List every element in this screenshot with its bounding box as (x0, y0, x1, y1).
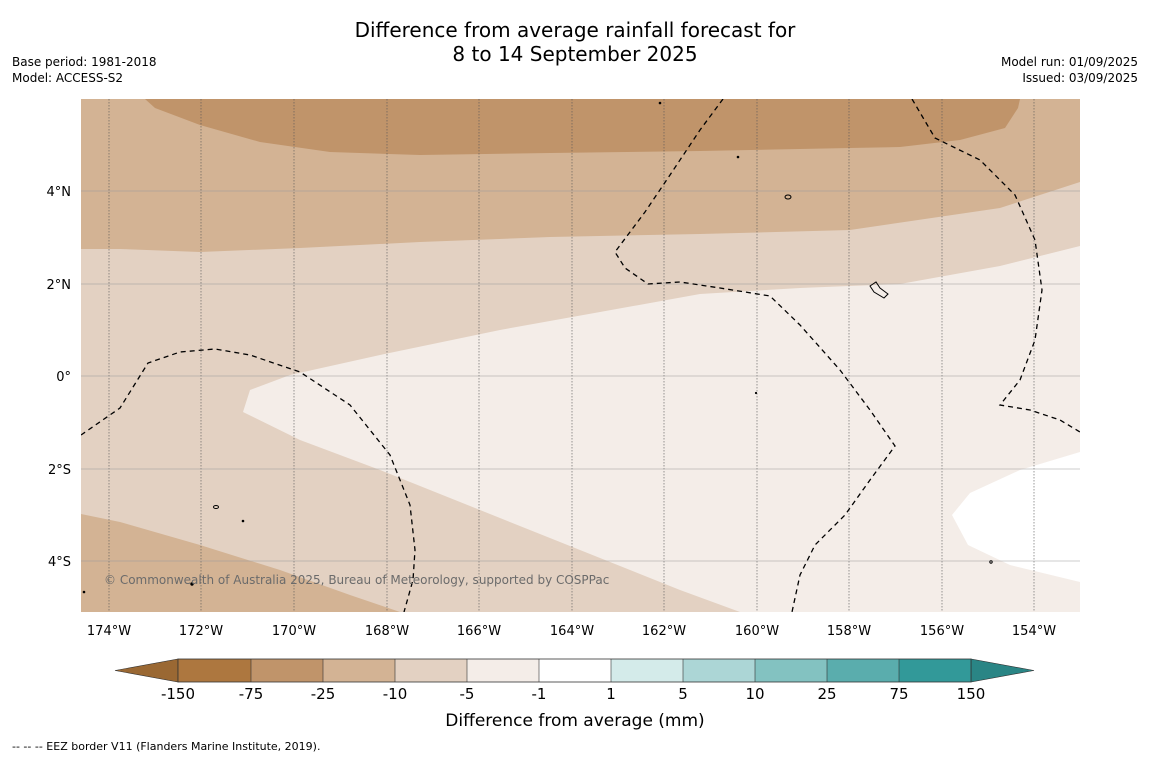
graticule-parallels (81, 190, 1080, 562)
map-title: Difference from average rainfall forecas… (0, 18, 1150, 66)
colorbar-swatch (467, 659, 539, 682)
base-period-label: Base period: 1981-2018 (12, 55, 157, 69)
anomaly-fields (81, 99, 1080, 612)
colorbar-tick-label: -1 (532, 685, 547, 703)
islands (82, 101, 993, 594)
colorbar-tick-label: 75 (889, 685, 908, 703)
island-marker (989, 560, 993, 564)
island-marker (754, 391, 758, 395)
x-tick-label: 168°W (365, 624, 409, 639)
colorbar-swatch (539, 659, 611, 682)
x-tick-label: 174°W (87, 624, 131, 639)
y-axis-ticks: 4°N 2°N 0° 2°S 4°S (47, 185, 72, 570)
colorbar-tick-label: 1 (606, 685, 616, 703)
y-tick-label: 2°S (48, 463, 71, 478)
colorbar-extend-high (970, 658, 1035, 683)
x-tick-label: 170°W (272, 624, 316, 639)
colorbar-swatch (611, 659, 683, 682)
y-tick-label: 4°N (47, 185, 72, 200)
rainfall-map-figure: © Commonwealth of Australia 2025, Bureau… (47, 99, 1080, 731)
island-marker (869, 281, 889, 299)
x-tick-label: 172°W (179, 624, 223, 639)
island-marker (190, 582, 194, 586)
colorbar-outline (177, 658, 972, 683)
x-tick-label: 156°W (920, 624, 964, 639)
x-tick-label: 154°W (1012, 624, 1056, 639)
colorbar-swatch (755, 659, 827, 682)
anomaly-region-southwest (81, 514, 400, 612)
colorbar-swatch (827, 659, 899, 682)
model-run-label: Model run: 01/09/2025 (1000, 55, 1138, 69)
island-marker (82, 590, 86, 594)
x-tick-label: 160°W (735, 624, 779, 639)
eez-border-northeast (614, 99, 896, 612)
island-marker (213, 505, 219, 509)
colorbar-swatch (683, 659, 755, 682)
colorbar-tick-label: 10 (745, 685, 764, 703)
colorbar-swatch (178, 659, 251, 682)
model-label: Model: ACCESS-S2 (12, 71, 124, 85)
colorbar-tick-label: -5 (460, 685, 475, 703)
colorbar-swatch (323, 659, 395, 682)
anomaly-region-east-light (243, 246, 1080, 612)
map-title-line-2: 8 to 14 September 2025 (452, 42, 698, 66)
meta-left: Base period: 1981-2018 Model: ACCESS-S2 (12, 54, 157, 86)
colorbar-tick-label: -150 (161, 685, 195, 703)
island-marker (241, 519, 245, 523)
colorbar-swatch (251, 659, 323, 682)
island-marker (784, 194, 792, 200)
issued-label: Issued: 03/09/2025 (1022, 71, 1138, 85)
colorbar-dividers (250, 659, 900, 682)
anomaly-region-neutral-pocket (952, 452, 1080, 582)
colorbar-tick-label: -10 (383, 685, 408, 703)
eez-border-note: -- -- -- EEZ border V11 (Flanders Marine… (12, 740, 321, 753)
island-marker (736, 155, 740, 159)
colorbar-title: Difference from average (mm) (445, 711, 704, 731)
eez-border-west (81, 348, 416, 612)
colorbar-tick-label: -25 (311, 685, 336, 703)
colorbar-swatch (395, 659, 467, 682)
colorbar-tick-label: 150 (957, 685, 986, 703)
x-tick-label: 162°W (642, 624, 686, 639)
map-panel: © Commonwealth of Australia 2025, Bureau… (81, 99, 1080, 612)
colorbar-tick-label: -75 (239, 685, 264, 703)
meta-right: Model run: 01/09/2025 Issued: 03/09/2025 (1001, 54, 1138, 86)
y-tick-label: 4°S (48, 555, 71, 570)
colorbar-extend-low (114, 658, 179, 683)
x-tick-label: 166°W (457, 624, 501, 639)
y-tick-label: 2°N (47, 278, 72, 293)
eez-borders (81, 99, 1080, 612)
x-tick-label: 164°W (550, 624, 594, 639)
island-marker (658, 101, 662, 105)
copyright-notice: © Commonwealth of Australia 2025, Bureau… (104, 573, 609, 587)
colorbar-tick-label: 25 (817, 685, 836, 703)
map-title-line-1: Difference from average rainfall forecas… (354, 18, 796, 42)
anomaly-region-far-north (145, 99, 1020, 155)
x-tick-label: 158°W (827, 624, 871, 639)
eez-border-east-arc (911, 99, 1080, 433)
y-tick-label: 0° (56, 370, 71, 385)
colorbar-tick-labels: -150 -75 -25 -10 -5 -1 1 5 10 25 75 150 (161, 685, 985, 703)
colorbar-tick-label: 5 (678, 685, 688, 703)
colorbar-swatch (899, 659, 971, 682)
x-axis-ticks: 174°W 172°W 170°W 168°W 166°W 164°W 162°… (87, 624, 1056, 639)
colorbar-legend: -150 -75 -25 -10 -5 -1 1 5 10 25 75 150 … (114, 658, 1035, 731)
